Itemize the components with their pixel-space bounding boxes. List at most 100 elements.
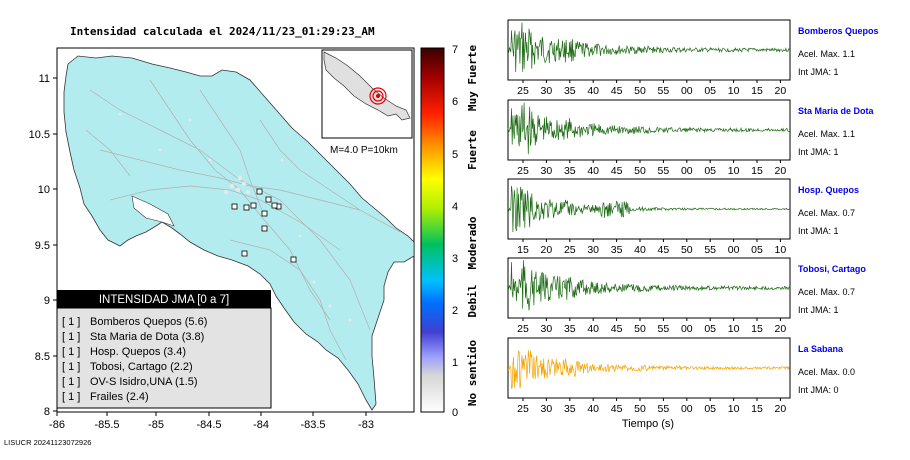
legend-level: [ 1 ] xyxy=(62,346,80,358)
station-name: La Sabana xyxy=(798,344,844,354)
time-tick-label: 55 xyxy=(704,244,716,256)
time-tick-label: 05 xyxy=(704,323,716,335)
station-accel: Acel. Max. 1.1 xyxy=(798,129,855,139)
trace-frame xyxy=(507,19,791,81)
time-tick-label: 55 xyxy=(658,403,670,415)
lon-axis: -86 -85.5 -85 -84.5 -84 -83.5 -83 xyxy=(49,412,374,431)
intensity-legend: INTENSIDAD JMA [0 a 7] [ 1 ] Bomberos Qu… xyxy=(56,290,272,409)
station-name: Tobosi, Cartago xyxy=(798,264,866,274)
time-axis-label: Tiempo (s) xyxy=(622,418,674,430)
colorbar-tick: 4 xyxy=(452,201,458,213)
time-tick-label: 05 xyxy=(751,244,763,256)
time-tick-label: 35 xyxy=(564,165,576,177)
station-intensity: Int JMA: 0 xyxy=(798,385,839,395)
city-dots xyxy=(118,112,352,322)
inset-magnitude-label: M=4.0 P=10km xyxy=(330,145,398,156)
time-tick-label: 15 xyxy=(751,165,763,177)
lat-tick: 10.5 xyxy=(29,129,50,141)
legend-level: [ 1 ] xyxy=(62,331,80,343)
lat-tick: 9 xyxy=(44,295,50,307)
lat-tick: 11 xyxy=(39,73,50,85)
time-tick-label: 00 xyxy=(681,323,693,335)
lon-tick: -83 xyxy=(358,419,374,431)
time-tick-label: 20 xyxy=(775,85,787,97)
trace-panel: 25 30 35 40 45 50 55 00 05 10 15 20 Sta Maria de Dot… xyxy=(507,99,875,177)
time-tick-label: 40 xyxy=(587,323,599,335)
legend-station: Tobosi, Cartago (2.2) xyxy=(90,361,193,373)
time-tick-label: 50 xyxy=(681,244,693,256)
time-tick-label: 30 xyxy=(541,165,553,177)
time-tick-label: 10 xyxy=(728,403,740,415)
legend-station: Bomberos Quepos (5.6) xyxy=(90,316,207,328)
colorbar-tick: 7 xyxy=(452,44,458,56)
lat-tick: 10 xyxy=(38,184,50,196)
time-tick-label: 10 xyxy=(728,323,740,335)
time-tick-label: 20 xyxy=(775,403,787,415)
station-intensity: Int JMA: 1 xyxy=(798,147,839,157)
trace-panel: 25 30 35 40 45 50 55 00 05 10 15 20 Tobosi, Cartago A… xyxy=(507,257,866,335)
trace-panel: 25 30 35 40 45 50 55 00 05 10 15 20 Bomberos Quepos A… xyxy=(507,19,879,97)
time-tick-label: 00 xyxy=(681,85,693,97)
waveform-line xyxy=(507,350,790,390)
seismogram-traces: 25 30 35 40 45 50 55 00 05 10 15 20 Bomberos Quepos A… xyxy=(507,19,879,415)
waveform-line xyxy=(507,22,790,73)
lat-axis: 11 10.5 10 9.5 9 8.5 8 xyxy=(29,73,57,418)
time-tick-label: 30 xyxy=(541,85,553,97)
station-accel: Acel. Max. 0.7 xyxy=(798,287,855,297)
station-name: Sta Maria de Dota xyxy=(798,106,875,116)
costa-rica-landmass xyxy=(63,55,414,411)
station-markers xyxy=(231,188,297,263)
time-tick-label: 30 xyxy=(587,244,599,256)
station-intensity: Int JMA: 1 xyxy=(798,305,839,315)
time-tick-label: 10 xyxy=(775,244,787,256)
time-tick-label: 40 xyxy=(587,403,599,415)
time-tick-label: 55 xyxy=(658,85,670,97)
time-tick-label: 45 xyxy=(658,244,670,256)
time-tick-label: 15 xyxy=(751,403,763,415)
legend-level: [ 1 ] xyxy=(62,316,80,328)
nicoya-gulf xyxy=(131,195,175,227)
waveform-line xyxy=(507,260,790,311)
time-tick-label: 50 xyxy=(634,85,646,97)
legend-station: Hosp. Quepos (3.4) xyxy=(90,346,186,358)
time-tick-label: 40 xyxy=(634,244,646,256)
time-tick-label: 35 xyxy=(564,85,576,97)
time-tick-label: 40 xyxy=(587,165,599,177)
time-tick-label: 25 xyxy=(517,85,529,97)
station-name: Bomberos Quepos xyxy=(798,26,879,36)
lat-tick: 8 xyxy=(44,406,50,418)
time-tick-label: 25 xyxy=(564,244,576,256)
legend-level: [ 1 ] xyxy=(62,361,80,373)
waveform-line xyxy=(507,102,790,155)
legend-station: Sta Maria de Dota (3.8) xyxy=(90,331,204,343)
time-tick-label: 00 xyxy=(681,403,693,415)
colorbar-tick: 5 xyxy=(452,149,458,161)
time-tick-label: 35 xyxy=(564,403,576,415)
station-name: Hosp. Quepos xyxy=(798,185,859,195)
time-tick-label: 00 xyxy=(728,244,740,256)
station-intensity: Int JMA: 1 xyxy=(798,226,839,236)
colorbar-label: Fuerte xyxy=(466,130,479,170)
lon-tick: -85.5 xyxy=(94,419,119,431)
time-tick-label: 20 xyxy=(775,165,787,177)
time-tick-label: 45 xyxy=(611,85,623,97)
time-tick-label: 40 xyxy=(587,85,599,97)
time-tick-label: 55 xyxy=(658,323,670,335)
time-tick-label: 50 xyxy=(634,403,646,415)
colorbar-label: Debil xyxy=(466,284,479,317)
time-tick-label: 25 xyxy=(517,165,529,177)
time-tick-label: 20 xyxy=(541,244,553,256)
time-tick-label: 25 xyxy=(517,403,529,415)
time-tick-label: 05 xyxy=(704,85,716,97)
lon-tick: -84 xyxy=(253,419,269,431)
map-panel: M=4.0 P=10km 11 10.5 10 9.5 9 8.5 8 -86 … xyxy=(29,47,415,431)
time-tick-label: 15 xyxy=(517,244,529,256)
colorbar-tick: 1 xyxy=(452,357,458,369)
colorbar-tick: 3 xyxy=(452,253,458,265)
time-tick-label: 30 xyxy=(541,403,553,415)
time-tick-label: 05 xyxy=(704,403,716,415)
lon-tick: -84.5 xyxy=(196,419,221,431)
lon-tick: -86 xyxy=(49,419,65,431)
colorbar-tick: 0 xyxy=(452,407,458,419)
